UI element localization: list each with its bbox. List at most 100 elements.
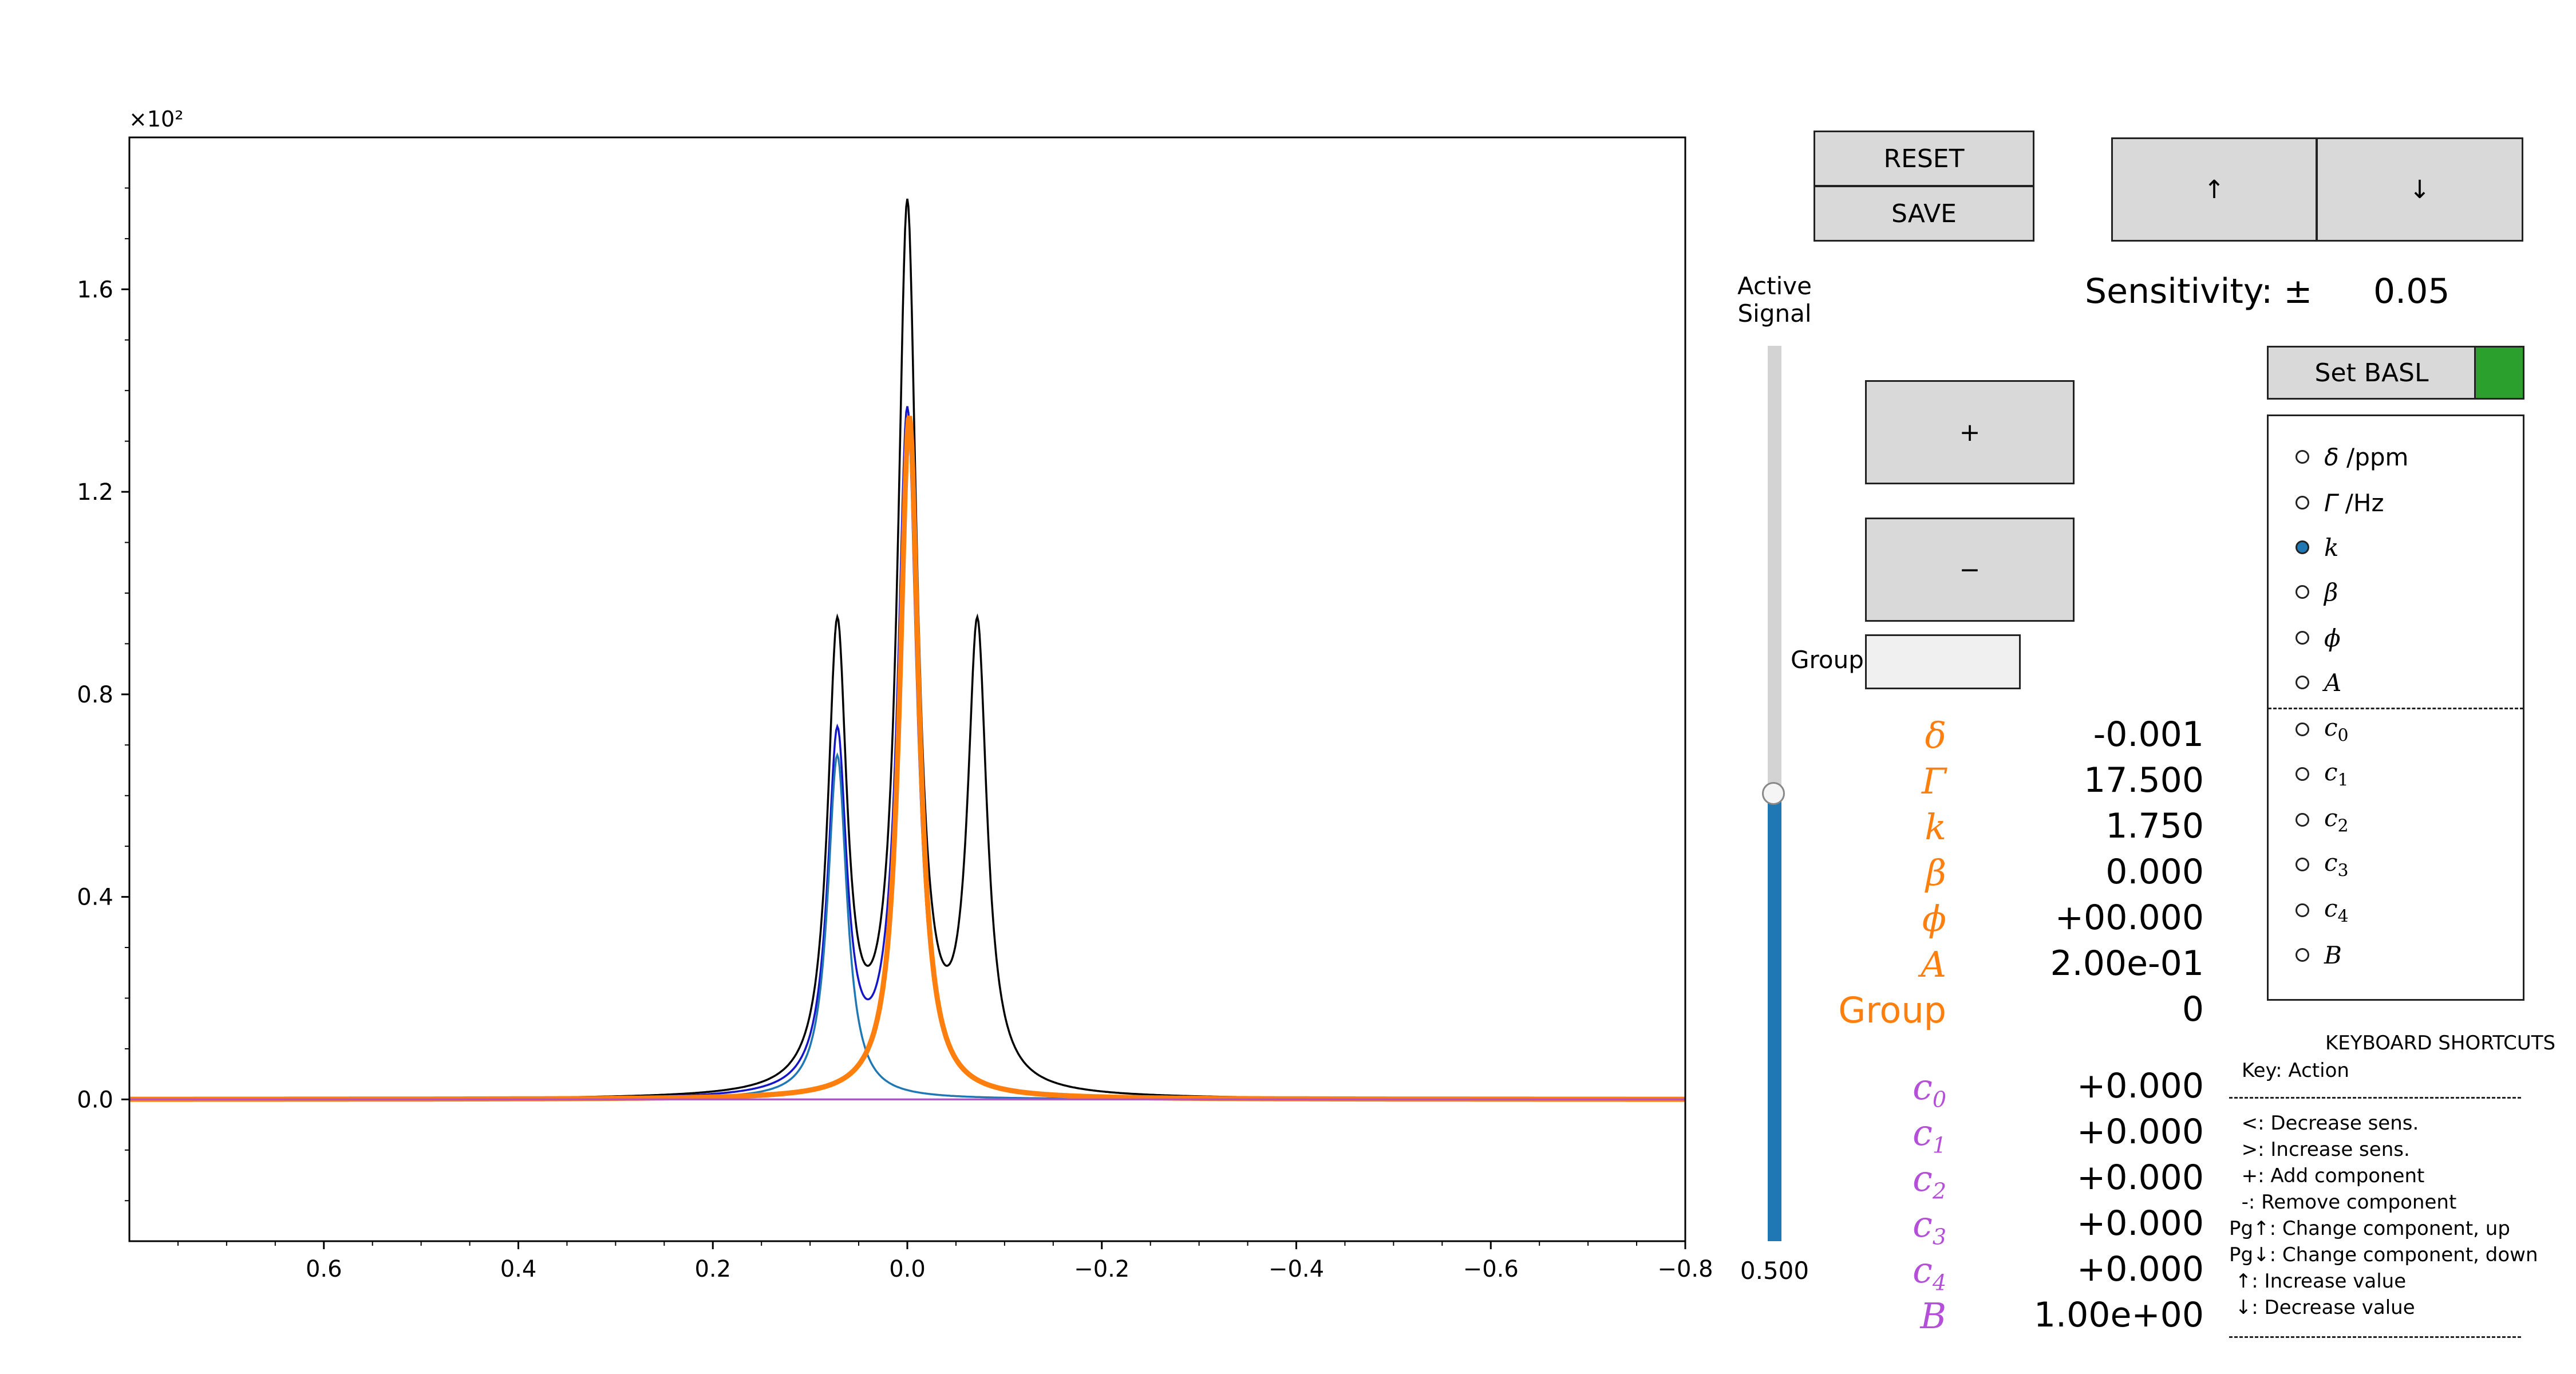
radio-option[interactable]: β <box>2296 575 2338 609</box>
shortcut-line: Pg↓: Change component, down <box>2229 1243 2538 1266</box>
radio-option-label: β <box>2324 578 2338 606</box>
param-value: 0 <box>2182 989 2204 1029</box>
plot-frame <box>128 136 1686 1242</box>
reset-button[interactable]: RESET <box>1814 131 2034 187</box>
shortcuts-top-rule <box>2229 1097 2521 1099</box>
param-value: 2.00e-01 <box>2050 943 2204 984</box>
spectrum-line <box>129 199 1685 1100</box>
radio-empty-icon[interactable] <box>2296 903 2309 917</box>
radio-option[interactable]: k <box>2296 530 2338 564</box>
x-tick-label: 0.2 <box>694 1256 731 1282</box>
radio-option-label: k <box>2324 533 2339 562</box>
baseline-value: +0.000 <box>2076 1203 2204 1243</box>
selector-divider <box>2268 708 2523 709</box>
param-value: 1.750 <box>2105 806 2204 846</box>
param-symbol: Γ <box>1921 760 1946 802</box>
radio-option-label: Γ /Hz <box>2324 488 2384 517</box>
component-down-button[interactable]: ↓ <box>2316 137 2523 242</box>
x-tick-label: 0.4 <box>500 1256 537 1282</box>
radio-empty-icon[interactable] <box>2296 676 2309 689</box>
radio-option[interactable]: A <box>2296 665 2341 700</box>
y-tick-label: 0.4 <box>77 885 113 911</box>
remove-component-button[interactable]: − <box>1865 518 2075 622</box>
x-tick-label: 0.6 <box>306 1256 342 1282</box>
active-signal-label: Active Signal <box>1737 272 1812 327</box>
radio-option-label: c0 <box>2324 713 2349 746</box>
shortcut-line: -: Remove component <box>2229 1191 2457 1214</box>
shortcut-line: ↓: Decrease value <box>2229 1296 2415 1319</box>
component-up-button[interactable]: ↑ <box>2111 137 2317 242</box>
param-value: 17.500 <box>2084 760 2204 800</box>
radio-option[interactable]: c0 <box>2296 712 2349 747</box>
baseline-value: 1.00e+00 <box>2033 1295 2204 1335</box>
radio-empty-icon[interactable] <box>2296 722 2309 736</box>
radio-option[interactable]: δ /ppm <box>2296 440 2408 474</box>
radio-option[interactable]: Γ /Hz <box>2296 485 2384 520</box>
y-axis: 1.6 1.2 0.8 0.4 0.0 <box>77 187 129 1202</box>
param-value: 0.000 <box>2105 852 2204 892</box>
x-tick-label: −0.6 <box>1463 1256 1519 1282</box>
radio-selected-icon[interactable] <box>2296 540 2309 554</box>
slider-fill <box>1768 793 1781 1241</box>
y-tick-label: 1.2 <box>77 479 113 506</box>
y-tick-label: 1.6 <box>77 277 113 303</box>
radio-empty-icon[interactable] <box>2296 585 2309 599</box>
param-value: -0.001 <box>2093 714 2204 755</box>
baseline-symbol: c1 <box>1913 1112 1946 1158</box>
param-symbol: A <box>1921 943 1946 985</box>
save-button[interactable]: SAVE <box>1814 185 2034 242</box>
plot-multiplier: ×10² <box>129 106 184 132</box>
radio-option-label: ϕ <box>2324 623 2341 652</box>
baseline-symbol: B <box>1920 1295 1946 1337</box>
set-basl-button[interactable]: Set BASL <box>2267 346 2476 400</box>
radio-option[interactable]: c2 <box>2296 803 2349 837</box>
radio-empty-icon[interactable] <box>2296 631 2309 645</box>
baseline-symbol-base: c <box>1913 1066 1933 1108</box>
basl-indicator <box>2474 346 2524 400</box>
baseline-value: +0.000 <box>2076 1066 2204 1106</box>
x-tick-label: −0.2 <box>1074 1256 1129 1282</box>
sensitivity-value: 0.05 <box>2373 271 2450 311</box>
radio-option[interactable]: B <box>2296 938 2342 972</box>
x-axis: 0.6 0.4 0.2 0.0 −0.2 −0.4 −0.6 −0.8 <box>177 1241 1713 1282</box>
radio-option[interactable]: c4 <box>2296 893 2349 927</box>
baseline-symbol: c3 <box>1913 1203 1946 1250</box>
shortcuts-bottom-rule <box>2229 1336 2521 1338</box>
slider-handle[interactable] <box>1762 782 1785 805</box>
slider-value: 0.500 <box>1740 1257 1809 1285</box>
shortcut-line: ↑: Increase value <box>2229 1270 2407 1293</box>
radio-empty-icon[interactable] <box>2296 948 2309 962</box>
radio-option-label: B <box>2324 941 2342 969</box>
param-symbol: Group <box>1838 989 1946 1031</box>
radio-empty-icon[interactable] <box>2296 767 2309 781</box>
radio-option-label: A <box>2324 668 2342 697</box>
baseline-symbol: c0 <box>1913 1066 1946 1112</box>
spectrum-line <box>129 406 1685 1100</box>
radio-option[interactable]: ϕ <box>2296 621 2341 655</box>
radio-option-label: c4 <box>2324 894 2349 927</box>
active-signal-slider[interactable] <box>1762 346 1786 1241</box>
param-symbol: k <box>1925 806 1946 848</box>
radio-empty-icon[interactable] <box>2296 496 2309 510</box>
radio-option[interactable]: c1 <box>2296 757 2349 791</box>
baseline-value: +0.000 <box>2076 1158 2204 1198</box>
shortcut-line: >: Increase sens. <box>2229 1138 2410 1161</box>
radio-empty-icon[interactable] <box>2296 858 2309 871</box>
x-tick-label: 0.0 <box>889 1256 926 1282</box>
baseline-symbol-base: c <box>1913 1158 1933 1199</box>
param-value: +00.000 <box>2055 898 2204 938</box>
spectrum-plot[interactable]: 0.6 0.4 0.2 0.0 −0.2 −0.4 −0.6 −0.8 1.6 1.2 0.8 0.… <box>0 0 1717 1374</box>
radio-option[interactable]: c3 <box>2296 847 2349 882</box>
add-component-button[interactable]: + <box>1865 380 2075 484</box>
radio-empty-icon[interactable] <box>2296 450 2309 464</box>
param-symbol: ϕ <box>1922 898 1946 939</box>
radio-empty-icon[interactable] <box>2296 813 2309 827</box>
shortcut-line: Pg↑: Change component, up <box>2229 1217 2510 1240</box>
param-symbol: β <box>1926 852 1946 894</box>
radio-option-label: c2 <box>2324 803 2349 836</box>
sensitivity-label: Sensitivity: ± <box>2085 271 2313 311</box>
spectrum-line <box>129 752 1685 1101</box>
group-input[interactable] <box>1865 634 2021 689</box>
y-tick-label: 0.8 <box>77 682 113 708</box>
baseline-value: +0.000 <box>2076 1249 2204 1289</box>
